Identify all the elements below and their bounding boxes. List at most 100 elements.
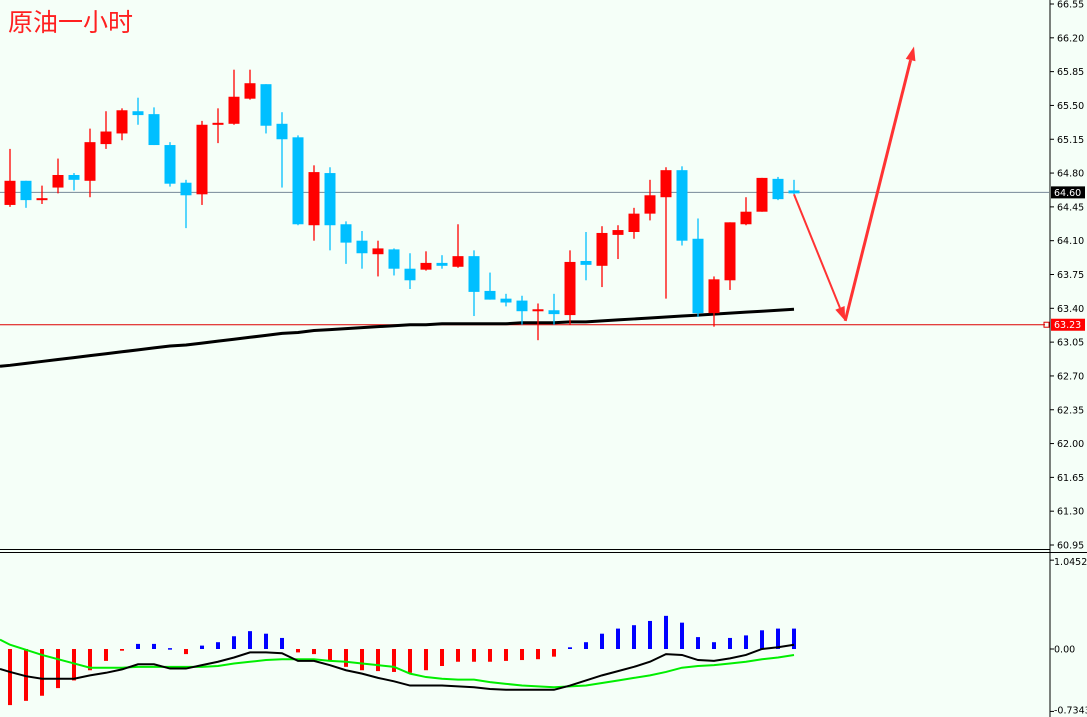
candle <box>388 248 400 276</box>
macd-y-tick-label: -0.7343 <box>1054 705 1087 716</box>
macd-histogram-bar <box>328 649 332 661</box>
candle-body <box>660 170 672 198</box>
candle-body <box>612 230 624 235</box>
candle-body <box>548 310 560 315</box>
y-tick-label: 65.15 <box>1057 135 1084 146</box>
candle-body <box>436 262 448 266</box>
level-price-badge <box>1051 318 1085 331</box>
macd-histogram-bar <box>104 649 108 661</box>
macd-histogram-bar <box>600 633 604 649</box>
candle <box>292 135 304 226</box>
candle-body <box>324 173 336 226</box>
candle-body <box>116 110 128 134</box>
candle-body <box>692 238 704 314</box>
macd-histogram-bar <box>440 649 444 666</box>
macd-histogram-bar <box>712 642 716 649</box>
candle-body <box>516 300 528 312</box>
macd-histogram-bar <box>88 649 92 671</box>
candle-body <box>292 137 304 225</box>
candle <box>276 112 288 188</box>
macd-histogram-bar <box>56 649 60 689</box>
candle <box>420 251 432 271</box>
candle <box>580 231 592 281</box>
candle-body <box>212 122 224 125</box>
candle <box>740 197 752 226</box>
candle-body <box>404 268 416 281</box>
macd-histogram-bar <box>728 637 732 649</box>
candle <box>612 225 624 260</box>
candle <box>260 84 272 134</box>
candle-body <box>420 262 432 270</box>
candle <box>116 108 128 141</box>
up-arrow-head-icon <box>905 46 916 62</box>
candle-body <box>500 298 512 303</box>
candle <box>708 276 720 327</box>
candle <box>532 303 544 341</box>
candle <box>452 224 464 268</box>
candle <box>548 293 560 325</box>
candle-body <box>164 145 176 184</box>
candle <box>484 272 496 300</box>
candle-body <box>580 260 592 265</box>
macd-histogram-bar <box>392 649 396 672</box>
candle-body <box>484 290 496 300</box>
candle <box>36 185 48 204</box>
candle-body <box>148 114 160 146</box>
candle <box>196 120 208 205</box>
candle-body <box>100 131 112 145</box>
current-price-badge <box>1051 186 1085 199</box>
candle <box>596 226 608 288</box>
candle-body <box>260 84 272 126</box>
y-tick-label: 64.80 <box>1057 169 1084 180</box>
y-tick-label: 60.95 <box>1057 541 1084 552</box>
candle-body <box>180 182 192 196</box>
macd-histogram-bar <box>248 631 252 649</box>
macd-histogram-bar <box>216 642 220 649</box>
candle <box>468 250 480 317</box>
candle-body <box>596 232 608 266</box>
candle <box>340 221 352 264</box>
candle <box>372 240 384 277</box>
down-arrow <box>793 193 846 321</box>
candle-body <box>244 83 256 99</box>
candle-body <box>708 279 720 314</box>
macd-histogram-bar <box>536 649 540 660</box>
candle <box>644 179 656 221</box>
down-arrow-head-icon <box>835 306 846 321</box>
macd-histogram-bar <box>664 615 668 649</box>
y-tick-label: 66.55 <box>1057 0 1084 11</box>
candle <box>20 180 32 208</box>
macd-histogram-bar <box>680 622 684 649</box>
candle <box>692 218 704 318</box>
macd-histogram-bar <box>568 647 572 649</box>
macd-histogram-bar <box>264 633 268 649</box>
candle-body <box>340 224 352 243</box>
candle-body <box>644 195 656 214</box>
macd-histogram-bar <box>744 635 748 649</box>
candle <box>356 231 368 269</box>
candle-body <box>228 96 240 124</box>
y-tick-label: 65.50 <box>1057 101 1084 112</box>
macd-histogram-bar <box>152 643 156 649</box>
macd-histogram-bar <box>424 649 428 671</box>
candle <box>772 176 784 201</box>
chart-title: 原油一小时 <box>8 8 134 37</box>
candle-body <box>676 170 688 241</box>
candle <box>68 173 80 191</box>
y-tick-label: 63.75 <box>1057 270 1084 281</box>
macd-histogram-bar <box>280 637 284 649</box>
candle-body <box>724 222 736 281</box>
candle-body <box>4 180 16 205</box>
y-tick-label: 64.10 <box>1057 236 1084 247</box>
macd-histogram-bar <box>760 630 764 649</box>
macd-histogram-bar <box>72 649 76 681</box>
macd-histogram-bar <box>648 620 652 649</box>
macd-histogram-bar <box>472 649 476 662</box>
macd-line <box>0 643 795 691</box>
candle <box>788 179 800 195</box>
macd-histogram-bar <box>408 649 412 673</box>
macd-histogram-bar <box>504 649 508 661</box>
macd-histogram-bar <box>632 625 636 649</box>
current-price-label: 64.60 <box>1054 188 1081 199</box>
